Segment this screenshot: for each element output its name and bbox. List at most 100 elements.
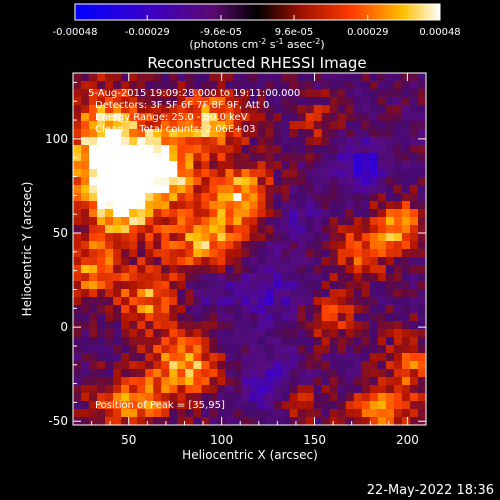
heatmap-cell (185, 185, 194, 194)
heatmap-cell (337, 417, 347, 426)
heatmap-cell (369, 345, 379, 354)
heatmap-cell (241, 185, 251, 194)
heatmap-cell (225, 161, 235, 170)
heatmap-cell (217, 265, 227, 274)
heatmap-cell (353, 97, 363, 106)
heatmap-cell (321, 305, 331, 314)
heatmap-cell (169, 153, 178, 162)
heatmap-cell (369, 129, 379, 138)
heatmap-cell (97, 241, 106, 250)
heatmap-cell (217, 297, 227, 306)
heatmap-cell (193, 297, 202, 306)
heatmap-cell (409, 113, 419, 122)
heatmap-cell (177, 121, 186, 130)
heatmap-cell (185, 137, 194, 146)
heatmap-cell (177, 265, 186, 274)
heatmap-cell (121, 97, 130, 106)
heatmap-cell (353, 345, 363, 354)
heatmap-cell (337, 201, 347, 210)
heatmap-cell (393, 401, 403, 410)
heatmap-cell (321, 169, 331, 178)
heatmap-cell (105, 225, 114, 234)
heatmap-cell (297, 193, 307, 202)
heatmap-cell (273, 97, 283, 106)
heatmap-cell (337, 337, 347, 346)
heatmap-cell (145, 97, 154, 106)
heatmap-cell (369, 281, 379, 290)
heatmap-cell (121, 409, 130, 418)
heatmap-cell (377, 105, 387, 114)
heatmap-cell (297, 345, 307, 354)
heatmap-cell (121, 137, 130, 146)
heatmap-cell (273, 369, 283, 378)
heatmap-cell (169, 233, 178, 242)
heatmap-cell (121, 249, 130, 258)
heatmap-cell (241, 145, 251, 154)
heatmap-cell (265, 385, 275, 394)
heatmap-cell (321, 129, 331, 138)
heatmap-cell (137, 313, 146, 322)
heatmap-cell (209, 97, 219, 106)
heatmap-cell (225, 113, 235, 122)
heatmap-cell (345, 105, 355, 114)
heatmap-cell (257, 241, 267, 250)
heatmap-cell (145, 113, 154, 122)
heatmap-cell (225, 193, 235, 202)
heatmap-cell (353, 169, 363, 178)
heatmap-cell (289, 249, 299, 258)
heatmap-cell (105, 361, 114, 370)
heatmap-cell (241, 105, 251, 114)
heatmap-cell (409, 361, 419, 370)
heatmap-cell (121, 297, 130, 306)
heatmap-cell (113, 209, 122, 218)
heatmap-cell (401, 177, 411, 186)
heatmap-cell (217, 177, 227, 186)
heatmap-cell (201, 273, 210, 282)
heatmap-cell (337, 345, 347, 354)
heatmap-cell (217, 369, 227, 378)
heatmap-cell (345, 385, 355, 394)
heatmap-cell (97, 257, 106, 266)
heatmap-cell (393, 297, 403, 306)
heatmap-cell (193, 281, 202, 290)
heatmap-cell (185, 297, 194, 306)
heatmap-cell (313, 145, 323, 154)
heatmap-cell (129, 385, 138, 394)
heatmap-cell (281, 289, 291, 298)
heatmap-cell (201, 345, 210, 354)
heatmap-cell (97, 97, 106, 106)
heatmap-cell (193, 337, 202, 346)
heatmap-cell (105, 193, 114, 202)
heatmap-cell (233, 121, 243, 130)
heatmap-cell (209, 361, 219, 370)
heatmap-cell (217, 345, 227, 354)
heatmap-cell (313, 265, 323, 274)
heatmap-cell (201, 393, 210, 402)
heatmap-cell (249, 137, 259, 146)
heatmap-cell (289, 233, 299, 242)
heatmap-cell (169, 385, 178, 394)
heatmap-cell (241, 89, 251, 98)
heatmap-cell (241, 417, 251, 426)
heatmap-cell (97, 385, 106, 394)
heatmap-cell (233, 225, 243, 234)
heatmap-cell (361, 217, 371, 226)
heatmap-cell (409, 409, 419, 418)
heatmap-cell (169, 185, 178, 194)
heatmap-cell (153, 321, 162, 330)
heatmap-cell (73, 337, 82, 346)
heatmap-cell (89, 265, 98, 274)
heatmap-cell (329, 129, 339, 138)
heatmap-cell (393, 385, 403, 394)
heatmap-cell (249, 129, 259, 138)
heatmap-cell (185, 321, 194, 330)
heatmap-cell (393, 289, 403, 298)
heatmap-cell (81, 185, 90, 194)
heatmap-cell (361, 361, 371, 370)
heatmap-cell (321, 409, 331, 418)
heatmap-cell (105, 129, 114, 138)
heatmap-cell (225, 105, 235, 114)
heatmap-cell (297, 177, 307, 186)
heatmap-cell (297, 73, 307, 82)
heatmap-cell (345, 361, 355, 370)
